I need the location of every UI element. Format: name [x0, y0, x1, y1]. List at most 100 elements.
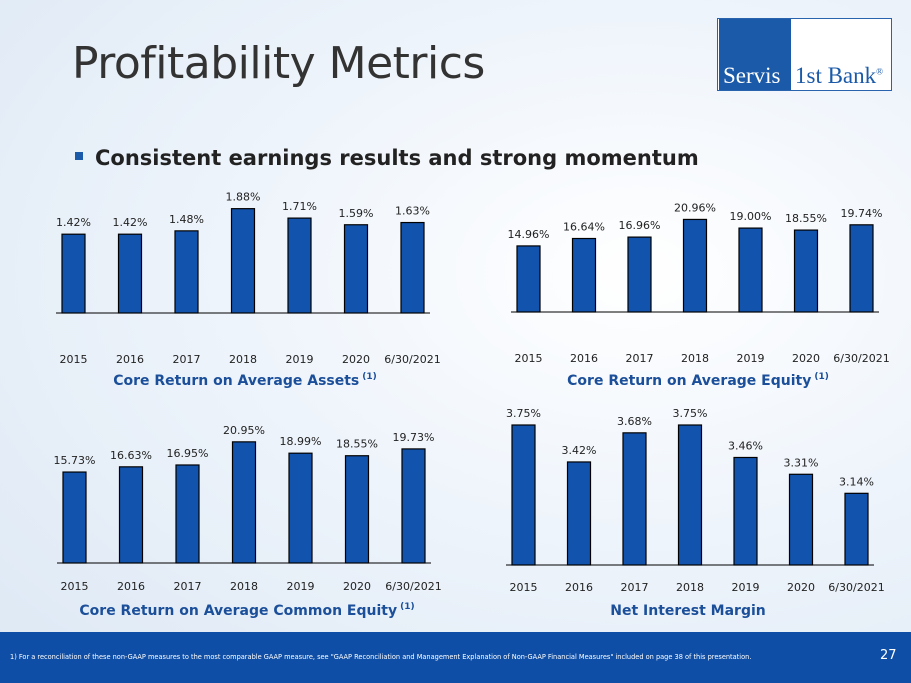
x-tick-label: 6/30/2021 — [385, 580, 441, 593]
data-label: 16.63% — [110, 449, 152, 462]
x-tick-label: 2020 — [787, 581, 815, 594]
data-label: 18.55% — [336, 438, 378, 451]
bar-2 — [566, 461, 592, 566]
bar-2 — [118, 466, 144, 564]
data-label: 20.96% — [674, 201, 716, 214]
logo-registered-mark: ® — [876, 66, 883, 77]
chart-title: Core Return on Average Common Equity (1) — [79, 602, 414, 619]
x-tick-label: 2016 — [565, 581, 593, 594]
x-tick-label: 2015 — [60, 353, 88, 366]
bar-5 — [287, 217, 312, 314]
bar-3 — [627, 236, 652, 313]
x-tick-label: 2019 — [732, 581, 760, 594]
chart-title-footnote-marker: (1) — [814, 372, 829, 382]
x-tick-label: 2018 — [230, 580, 258, 593]
data-label: 16.95% — [167, 447, 209, 460]
bar-3 — [622, 432, 647, 566]
bank-logo: Servis 1st Bank® — [717, 18, 892, 91]
x-tick-label: 6/30/2021 — [833, 352, 889, 365]
bar-5 — [733, 456, 758, 566]
bullet-text: Consistent earnings results and strong m… — [95, 146, 699, 170]
x-tick-label: 2016 — [116, 353, 144, 366]
x-tick-label: 6/30/2021 — [828, 581, 884, 594]
x-tick-label: 2017 — [174, 580, 202, 593]
data-label: 3.75% — [506, 407, 541, 420]
bar-7 — [401, 448, 426, 564]
x-tick-label: 2017 — [626, 352, 654, 365]
x-tick-label: 6/30/2021 — [384, 353, 440, 366]
x-tick-label: 2016 — [117, 580, 145, 593]
chart-title-footnote-marker: (1) — [362, 372, 377, 382]
chart-core-roace: 15.73% 2015 16.63% 2016 16.95% 2017 20.95% 2018… — [54, 424, 442, 619]
data-label: 3.42% — [562, 444, 597, 457]
chart-title-text: Net Interest Margin — [610, 603, 766, 619]
bar-4 — [230, 208, 256, 314]
data-label: 20.95% — [223, 424, 265, 437]
data-label: 1.48% — [169, 213, 204, 226]
bar-6 — [344, 455, 370, 564]
data-label: 18.99% — [280, 435, 322, 448]
data-label: 19.73% — [393, 431, 435, 444]
page-title: Profitability Metrics — [72, 38, 485, 89]
x-tick-label: 2020 — [342, 353, 370, 366]
bar-7 — [844, 492, 869, 566]
data-label: 1.59% — [339, 207, 374, 220]
x-tick-label: 2020 — [792, 352, 820, 365]
data-label: 1.42% — [56, 216, 91, 229]
page-number: 27 — [880, 648, 897, 663]
bar-4 — [677, 424, 703, 566]
bar-4 — [231, 441, 257, 564]
bar-7 — [849, 224, 874, 313]
logo-word-bank: 1st Bank® — [795, 63, 883, 89]
logo-word-bank-text: 1st Bank — [795, 63, 877, 88]
bar-5 — [288, 452, 313, 564]
data-label: 1.63% — [395, 205, 430, 218]
chart-title-footnote-marker: (1) — [400, 602, 415, 612]
chart-title: Core Return on Average Assets (1) — [113, 372, 377, 389]
x-tick-label: 2015 — [510, 581, 538, 594]
x-tick-label: 2019 — [737, 352, 765, 365]
bar-1 — [511, 424, 536, 566]
x-tick-label: 2017 — [621, 581, 649, 594]
chart-title: Core Return on Average Equity (1) — [567, 372, 829, 389]
bar-1 — [61, 233, 86, 314]
data-label: 3.31% — [784, 456, 819, 469]
data-label: 15.73% — [54, 454, 96, 467]
bar-6 — [793, 229, 819, 313]
chart-title-text: Core Return on Average Equity — [567, 373, 811, 389]
x-tick-label: 2018 — [229, 353, 257, 366]
bar-2 — [117, 233, 143, 314]
footnote: 1) For a reconciliation of these non-GAA… — [10, 653, 752, 661]
bar-3 — [174, 230, 199, 314]
logo-word-servis: Servis — [723, 63, 781, 88]
bar-5 — [738, 227, 763, 313]
chart-title-text: Core Return on Average Common Equity — [79, 603, 397, 619]
logo-box: Servis — [719, 19, 791, 90]
bullet-square-icon — [75, 152, 83, 160]
x-tick-label: 2019 — [286, 353, 314, 366]
data-label: 19.00% — [730, 210, 772, 223]
bar-2 — [571, 237, 597, 313]
bar-1 — [516, 245, 541, 313]
x-tick-label: 2018 — [681, 352, 709, 365]
bar-1 — [62, 471, 87, 564]
data-label: 18.55% — [785, 212, 827, 225]
x-tick-label: 2016 — [570, 352, 598, 365]
data-label: 1.42% — [113, 216, 148, 229]
x-tick-label: 2017 — [173, 353, 201, 366]
x-tick-label: 2015 — [515, 352, 543, 365]
data-label: 3.68% — [617, 415, 652, 428]
chart-title: Net Interest Margin — [610, 603, 766, 619]
bar-4 — [682, 218, 708, 313]
footer-bar: 1) For a reconciliation of these non-GAA… — [0, 632, 911, 683]
data-label: 19.74% — [841, 207, 883, 220]
x-tick-label: 2019 — [287, 580, 315, 593]
data-label: 16.64% — [563, 221, 605, 234]
x-tick-label: 2020 — [343, 580, 371, 593]
data-label: 1.88% — [226, 191, 261, 204]
x-tick-label: 2015 — [61, 580, 89, 593]
data-label: 3.46% — [728, 439, 763, 452]
data-label: 1.71% — [282, 200, 317, 213]
chart-core-roaa: 1.42% 2015 1.42% 2016 1.48% 2017 1.88% 2018 1.71… — [56, 191, 441, 389]
chart-net-interest-margin: 3.75% 2015 3.42% 2016 3.68% 2017 3.75% 2018 3.46… — [506, 407, 885, 619]
